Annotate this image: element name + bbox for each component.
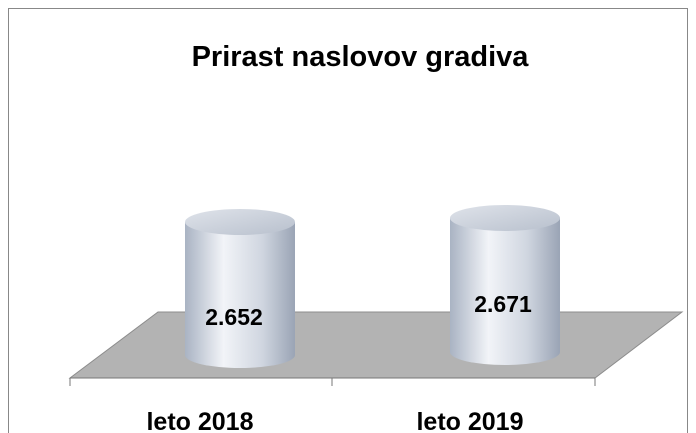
floor: [68, 311, 684, 379]
chart-title: Prirast naslovov gradiva: [192, 41, 530, 73]
x-tick-label: leto 2019: [416, 408, 523, 433]
data-label: 2.652: [205, 304, 263, 330]
data-label: 2.671: [474, 291, 532, 317]
cylinder-body: [450, 218, 560, 365]
cylinder-top: [185, 208, 295, 235]
cylinder-body: [185, 221, 295, 368]
cylinder: [450, 205, 560, 365]
x-tick-label: leto 2018: [146, 408, 253, 433]
cylinder: [185, 208, 295, 368]
cylinder-top: [450, 205, 560, 231]
